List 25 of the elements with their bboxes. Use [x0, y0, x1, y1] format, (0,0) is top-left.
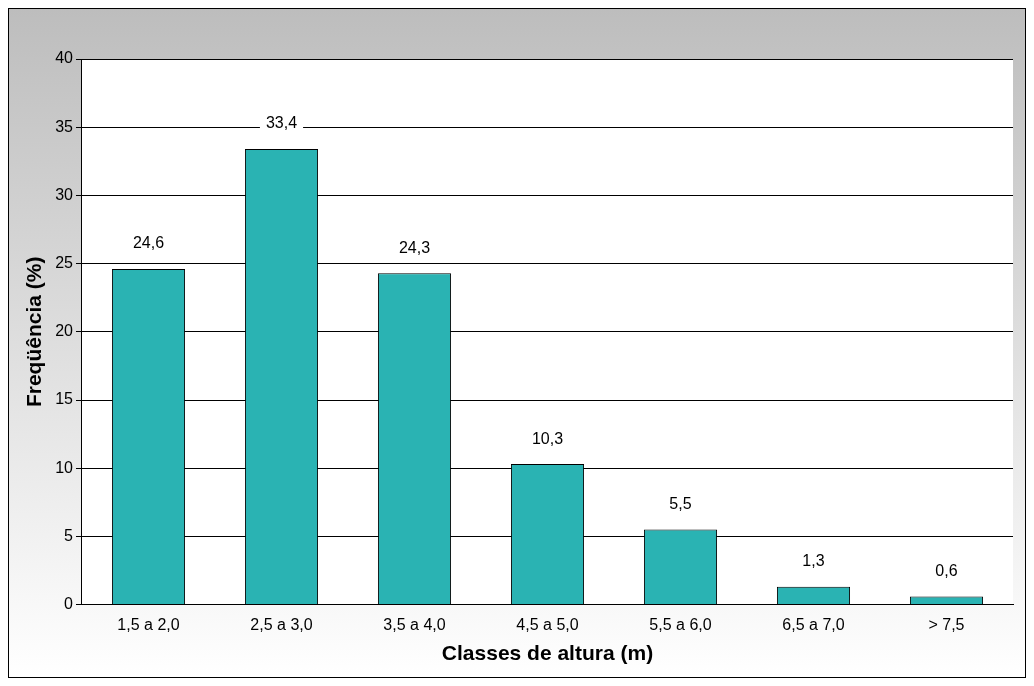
y-tick-label: 0 [64, 595, 74, 613]
x-tick-label: > 7,5 [928, 615, 965, 633]
x-tick-label: 5,5 a 6,0 [649, 615, 712, 633]
x-axis-title: Classes de altura (m) [441, 641, 654, 665]
y-tick-label: 30 [55, 185, 74, 203]
data-label: 33,4 [265, 114, 298, 132]
data-label: 0,6 [935, 561, 958, 579]
data-label: 10,3 [531, 429, 564, 447]
x-tick-label: 6,5 a 7,0 [782, 615, 845, 633]
y-tick-label: 40 [55, 49, 74, 67]
y-tick-label: 35 [55, 117, 74, 135]
x-tick-label: 1,5 a 2,0 [117, 615, 180, 633]
y-tick-label: 25 [55, 254, 74, 272]
data-label: 5,5 [669, 494, 692, 512]
y-axis-title: Freqüência (%) [22, 256, 46, 408]
y-tick-label: 15 [55, 390, 74, 408]
x-tick-label: 4,5 a 5,0 [516, 615, 579, 633]
x-tick-label: 3,5 a 4,0 [383, 615, 446, 633]
y-tick-label: 20 [55, 322, 74, 340]
data-label: 1,3 [802, 552, 825, 570]
data-label: 24,6 [132, 234, 165, 252]
y-tick-label: 10 [55, 458, 74, 476]
x-tick-label: 2,5 a 3,0 [250, 615, 313, 633]
y-tick-label: 5 [64, 526, 74, 544]
data-label: 24,3 [398, 238, 431, 256]
